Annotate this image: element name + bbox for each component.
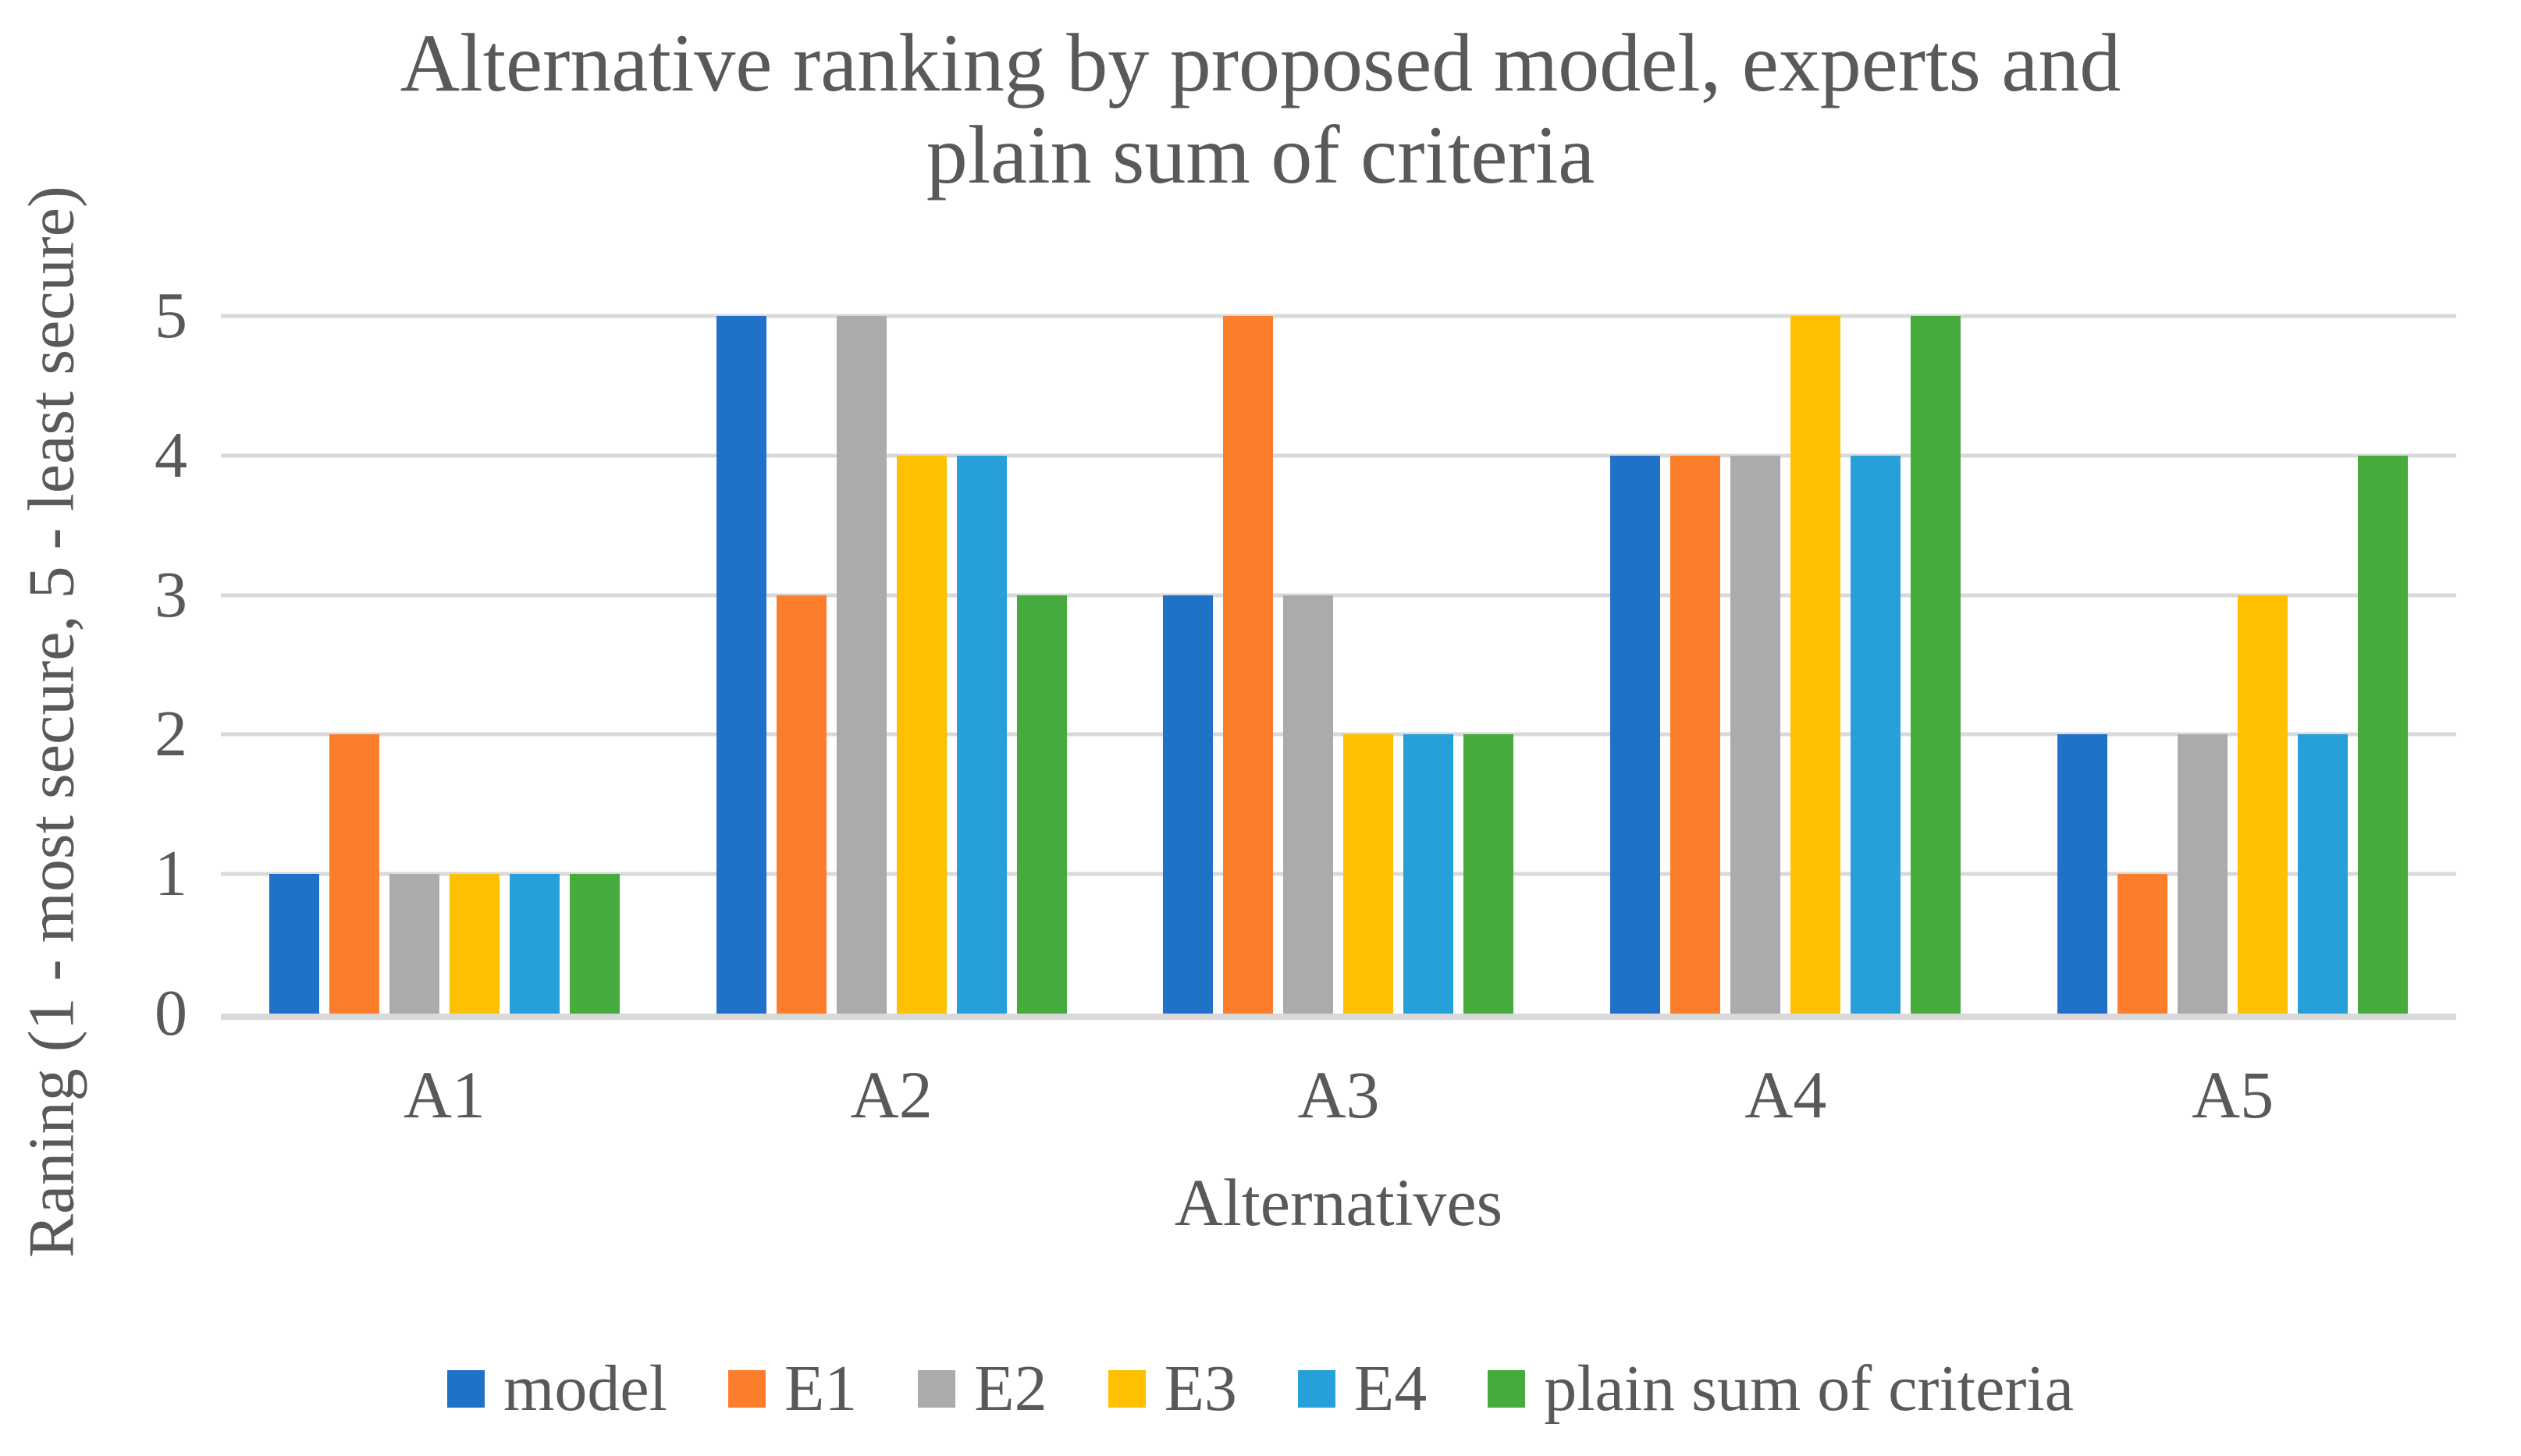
plot-area <box>221 314 2456 1020</box>
bar-group-A1 <box>221 316 668 1014</box>
legend-item-E1: E1 <box>727 1352 858 1425</box>
bar-E2-A3 <box>1283 595 1334 1014</box>
legend-swatch-plain-sum-of-criteria <box>1488 1370 1526 1408</box>
legend-label-E4: E4 <box>1353 1352 1428 1425</box>
y-tick-label-5: 5 <box>155 279 187 352</box>
bar-E4-A1 <box>509 874 560 1014</box>
x-axis-categories: A1 A2 A3 A4 A5 <box>221 1060 2456 1130</box>
y-tick-label-1: 1 <box>155 837 187 911</box>
bar-E2-A1 <box>389 874 439 1014</box>
legend-swatch-model <box>447 1370 485 1408</box>
legend-item-model: model <box>447 1356 667 1422</box>
bar-E3-A2 <box>896 455 947 1014</box>
legend-swatch-E3 <box>1108 1370 1146 1408</box>
y-tick-label-4: 4 <box>155 418 187 492</box>
bar-E3-A5 <box>2238 595 2288 1014</box>
bar-group-A2 <box>668 316 1115 1014</box>
legend-swatch-E2 <box>918 1370 956 1408</box>
bar-group-A5 <box>2009 316 2456 1014</box>
bar-plain-sum-of-criteria-A4 <box>1911 316 1961 1014</box>
bar-E3-A3 <box>1343 734 1394 1014</box>
legend-item-E2: E2 <box>918 1356 1047 1422</box>
bar-model-A4 <box>1610 455 1661 1014</box>
x-category-label-A5: A5 <box>2192 1057 2274 1132</box>
y-tick-label-3: 3 <box>155 558 187 631</box>
x-category-label-A1: A1 <box>403 1057 485 1132</box>
bar-plain-sum-of-criteria-A3 <box>1463 734 1514 1014</box>
legend-item-plain-sum-of-criteria: plain sum of criteria <box>1488 1356 2074 1422</box>
bar-groups <box>221 316 2456 1014</box>
bar-group-A4 <box>1562 316 2009 1014</box>
bar-E1-A1 <box>329 734 379 1014</box>
x-category-label-A4: A4 <box>1744 1057 1827 1132</box>
bar-E1-A2 <box>776 595 827 1014</box>
gridline-3 <box>221 593 2456 598</box>
bar-E2-A2 <box>836 316 887 1014</box>
bar-E3-A4 <box>1790 316 1841 1014</box>
bar-E4-A4 <box>1851 455 1901 1014</box>
gridline-1 <box>221 872 2456 876</box>
bar-E1-A3 <box>1223 316 1274 1014</box>
chart-title-line2: plain sum of criteria <box>926 109 1595 201</box>
legend-item-E3: E3 <box>1108 1356 1237 1422</box>
legend-swatch-E1 <box>727 1370 766 1408</box>
bar-model-A5 <box>2057 734 2108 1014</box>
bar-E3-A1 <box>449 874 500 1014</box>
gridline-5 <box>221 314 2456 318</box>
bar-plain-sum-of-criteria-A2 <box>1016 595 1067 1014</box>
legend-swatch-E4 <box>1297 1370 1335 1408</box>
bar-model-A2 <box>716 316 766 1014</box>
bar-E4-A2 <box>956 455 1007 1014</box>
x-category-label-A3: A3 <box>1297 1057 1380 1132</box>
bar-E2-A4 <box>1730 455 1781 1014</box>
bar-plain-sum-of-criteria-A1 <box>569 874 620 1014</box>
legend-label-model: model <box>503 1352 667 1425</box>
legend-item-E4: E4 <box>1297 1352 1428 1425</box>
y-tick-label-0: 0 <box>155 977 187 1049</box>
legend-label-E1: E1 <box>784 1352 858 1425</box>
legend-label-E3: E3 <box>1164 1352 1237 1425</box>
bar-E2-A5 <box>2178 734 2228 1014</box>
x-axis-title: Alternatives <box>1174 1165 1503 1240</box>
bar-group-A3 <box>1115 316 1563 1014</box>
legend-label-E2: E2 <box>974 1352 1047 1425</box>
x-category-label-A2: A2 <box>850 1057 933 1132</box>
bar-model-A3 <box>1163 595 1214 1014</box>
chart-title-line1: Alternative ranking by proposed model, e… <box>400 17 2121 108</box>
y-tick-label-2: 2 <box>155 698 187 771</box>
bar-E4-A3 <box>1403 734 1454 1014</box>
legend-label-plain-sum-of-criteria: plain sum of criteria <box>1544 1352 2074 1425</box>
bar-E1-A5 <box>2117 874 2168 1014</box>
gridline-4 <box>221 453 2456 458</box>
chart-title: Alternative ranking by proposed model, e… <box>0 17 2521 201</box>
gridline-2 <box>221 732 2456 737</box>
legend: model E1 E2 E3 E4 plain sum of criteria <box>0 1356 2521 1422</box>
bar-plain-sum-of-criteria-A5 <box>2358 455 2409 1014</box>
bar-E4-A5 <box>2298 734 2349 1014</box>
bar-model-A1 <box>268 874 319 1014</box>
x-axis-line <box>221 1014 2456 1020</box>
bar-E1-A4 <box>1670 455 1721 1014</box>
